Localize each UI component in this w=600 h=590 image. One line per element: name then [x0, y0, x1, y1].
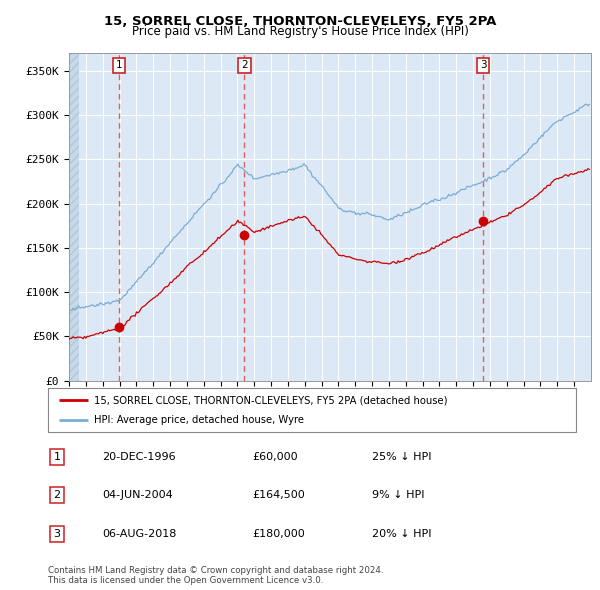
Text: 2: 2 — [241, 61, 248, 70]
Text: £180,000: £180,000 — [252, 529, 305, 539]
Text: 06-AUG-2018: 06-AUG-2018 — [102, 529, 176, 539]
Text: 3: 3 — [53, 529, 61, 539]
Text: Price paid vs. HM Land Registry's House Price Index (HPI): Price paid vs. HM Land Registry's House … — [131, 25, 469, 38]
Text: 1: 1 — [116, 61, 122, 70]
Text: 15, SORREL CLOSE, THORNTON-CLEVELEYS, FY5 2PA: 15, SORREL CLOSE, THORNTON-CLEVELEYS, FY… — [104, 15, 496, 28]
Text: 2: 2 — [53, 490, 61, 500]
Text: 20-DEC-1996: 20-DEC-1996 — [102, 452, 176, 462]
Text: £164,500: £164,500 — [252, 490, 305, 500]
Bar — [69, 53, 79, 381]
FancyBboxPatch shape — [48, 388, 576, 432]
Text: 20% ↓ HPI: 20% ↓ HPI — [372, 529, 431, 539]
Text: 9% ↓ HPI: 9% ↓ HPI — [372, 490, 425, 500]
Text: £60,000: £60,000 — [252, 452, 298, 462]
Text: 1: 1 — [53, 452, 61, 462]
Text: 15, SORREL CLOSE, THORNTON-CLEVELEYS, FY5 2PA (detached house): 15, SORREL CLOSE, THORNTON-CLEVELEYS, FY… — [94, 395, 448, 405]
Text: 04-JUN-2004: 04-JUN-2004 — [102, 490, 173, 500]
Text: Contains HM Land Registry data © Crown copyright and database right 2024.
This d: Contains HM Land Registry data © Crown c… — [48, 566, 383, 585]
Text: 3: 3 — [480, 61, 487, 70]
Text: 25% ↓ HPI: 25% ↓ HPI — [372, 452, 431, 462]
Text: HPI: Average price, detached house, Wyre: HPI: Average price, detached house, Wyre — [94, 415, 304, 425]
